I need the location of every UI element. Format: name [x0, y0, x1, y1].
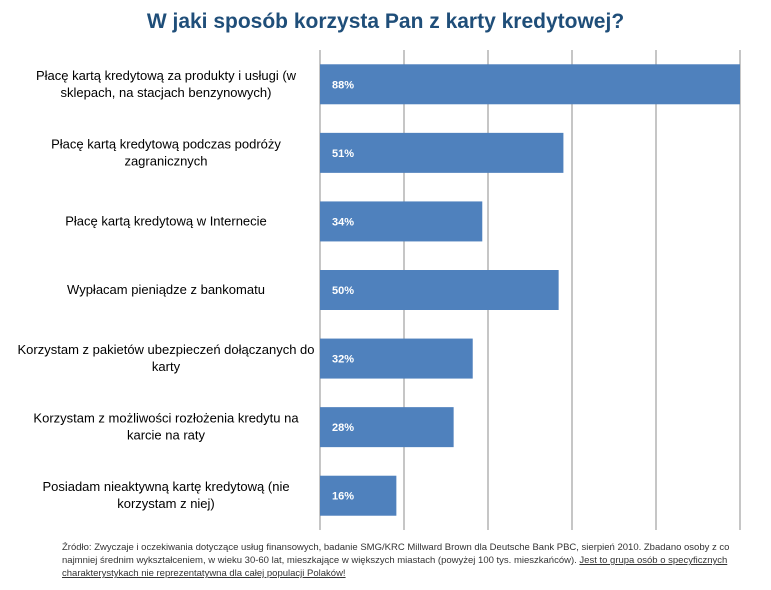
bar [320, 270, 559, 310]
category-label: Posiadam nieaktywną kartę kredytową (nie… [42, 479, 289, 511]
category-label-line: Korzystam z możliwości rozłożenia kredyt… [33, 411, 299, 426]
category-label-line: sklepach, na stacjach benzynowych) [60, 85, 271, 100]
category-label: Korzystam z pakietów ubezpieczeń dołącza… [18, 342, 315, 374]
category-label-line: zagranicznych [124, 153, 207, 168]
bar [320, 132, 564, 173]
category-label-line: karcie na raty [127, 428, 206, 443]
value-label: 50% [332, 285, 354, 297]
category-label-line: Korzystam z pakietów ubezpieczeń dołącza… [18, 342, 315, 357]
value-label: 32% [332, 354, 354, 366]
category-label-line: Posiadam nieaktywną kartę kredytową (nie [42, 479, 289, 494]
category-label-line: korzystam z niej) [117, 496, 215, 511]
category-label: Płacę kartą kredytową w Internecie [65, 213, 267, 228]
category-label: Płacę kartą kredytową podczas podróży zag… [51, 136, 281, 168]
value-label: 51% [332, 148, 354, 160]
category-labels: Płacę kartą kredytową za produkty i usłu… [18, 68, 315, 511]
value-label: 16% [332, 491, 354, 503]
bar [320, 338, 473, 379]
category-label-line: Płacę kartą kredytową w Internecie [65, 213, 267, 228]
bar [320, 475, 397, 516]
bar [320, 64, 740, 105]
category-label-line: Wypłacam pieniądze z bankomatu [67, 282, 265, 297]
category-label: Płacę kartą kredytową za produkty i usłu… [36, 68, 297, 100]
value-label: 28% [332, 422, 354, 434]
source-disclaimer: Jest to grupa osób o specyficznych chara… [62, 555, 728, 579]
category-label: Wypłacam pieniądze z bankomatu [67, 282, 265, 297]
category-label-line: Płacę kartą kredytową za produkty i usłu… [36, 68, 297, 83]
source-note: Źródło: Zwyczaje i oczekiwania dotyczące… [62, 541, 762, 580]
category-label: Korzystam z możliwości rozłożenia kredyt… [33, 411, 299, 443]
bar [320, 201, 483, 242]
source-text: Źródło: Zwyczaje i oczekiwania dotyczące… [62, 542, 730, 566]
bar [320, 407, 454, 448]
value-label: 34% [332, 216, 354, 228]
value-labels: 88% 51% 34% 50% 32% 28% 16% [332, 79, 354, 502]
value-label: 88% [332, 79, 354, 91]
chart-title: W jaki sposób korzysta Pan z karty kredy… [146, 10, 625, 33]
category-label-line: Płacę kartą kredytową podczas podróży [51, 136, 281, 151]
bars [320, 64, 740, 516]
category-label-line: karty [152, 359, 181, 374]
